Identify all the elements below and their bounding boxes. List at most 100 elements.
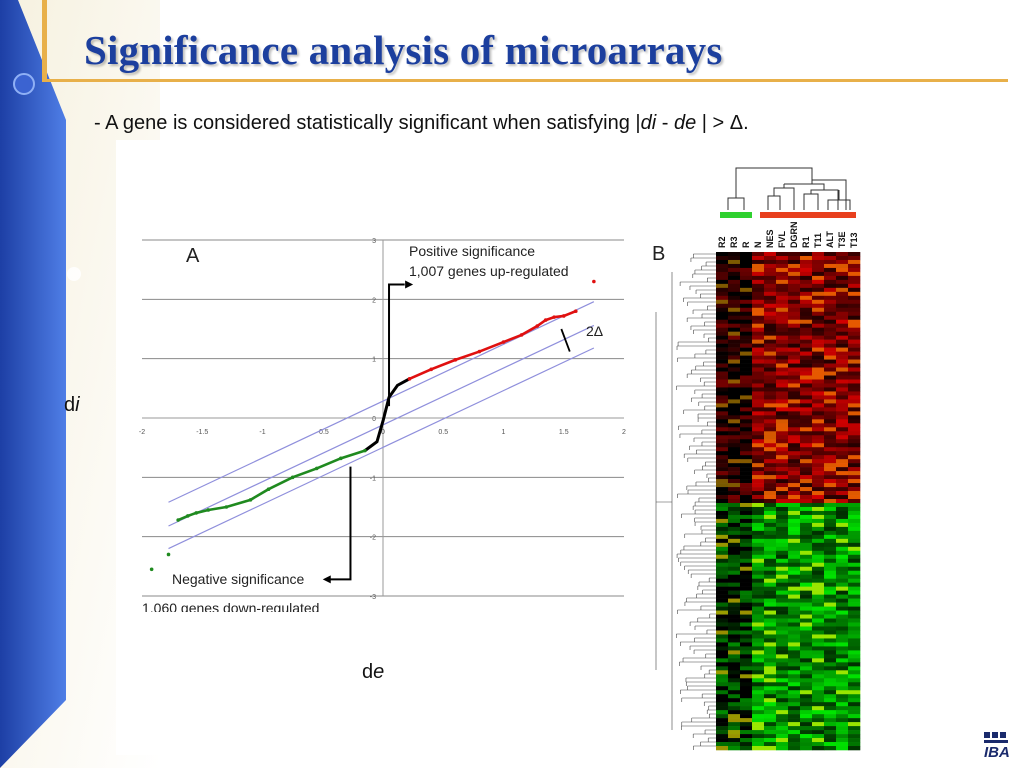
heatmap-cell (788, 634, 801, 639)
heatmap-cell (728, 682, 741, 687)
heatmap-cell (788, 291, 801, 297)
heatmap-cell (776, 658, 789, 663)
heatmap-cell (800, 279, 813, 285)
heatmap-cell (764, 534, 777, 540)
heatmap-cell (848, 387, 861, 392)
heatmap-cell (836, 738, 849, 743)
heatmap-cell (824, 682, 837, 687)
heatmap-cell (812, 658, 825, 663)
heatmap-cell (764, 674, 777, 679)
heatmap-cell (716, 674, 729, 679)
heatmap-cell (764, 351, 777, 356)
heatmap-cell (728, 742, 741, 747)
heatmap-cell (752, 307, 765, 313)
heatmap-cell (728, 495, 741, 500)
heatmap-cell (800, 331, 813, 336)
heatmap-cell (848, 682, 861, 687)
heatmap-cell (836, 295, 849, 301)
heatmap-cell (836, 291, 849, 297)
heatmap-cell (848, 630, 861, 635)
heatmap-cell (848, 271, 861, 277)
heatmap-cell (824, 590, 837, 595)
heatmap-cell (752, 610, 765, 615)
heatmap-cell (848, 407, 861, 412)
heatmap-cell (812, 439, 825, 444)
heatmap-cell (752, 654, 765, 659)
heatmap-cell (728, 319, 741, 325)
heatmap-cell (800, 383, 813, 388)
heatmap-cell (800, 359, 813, 364)
negative-point (266, 487, 271, 491)
heatmap-cell (848, 347, 861, 352)
heatmap-cell (848, 522, 861, 528)
heatmap-cell (716, 435, 729, 440)
heatmap-cell (800, 682, 813, 687)
heatmap-cell (812, 475, 825, 480)
heatmap-cell (836, 391, 849, 396)
heatmap-cell (728, 610, 741, 615)
y-tick-label: 1 (372, 357, 376, 364)
heatmap-cell (752, 495, 765, 500)
heatmap-cell (836, 323, 849, 328)
heatmap-cell (800, 598, 813, 603)
heatmap-cell (788, 499, 801, 504)
heatmap-cell (836, 570, 849, 576)
column-label: N (753, 242, 763, 249)
heatmap-cell (764, 355, 777, 360)
heatmap-cell (788, 271, 801, 277)
heatmap-cell (788, 375, 801, 380)
heatmap-cell (812, 682, 825, 687)
heatmap-cell (824, 726, 837, 731)
heatmap-cell (824, 263, 837, 269)
heatmap-cell (764, 475, 777, 480)
heatmap-cell (824, 530, 837, 536)
heatmap-cell (776, 506, 789, 512)
heatmap-cell (776, 375, 789, 380)
heatmap-cell (716, 702, 729, 707)
heatmap-cell (824, 375, 837, 380)
heatmap-cell (764, 467, 777, 472)
heatmap-cell (848, 746, 861, 751)
heatmap-cell (776, 415, 789, 420)
heatmap-cell (716, 542, 729, 548)
heatmap-cell (764, 315, 777, 321)
heatmap-cell (764, 558, 777, 564)
heatmap-cell (848, 415, 861, 420)
positive-point (501, 340, 506, 344)
heatmap-cell (728, 351, 741, 356)
heatmap-cell (752, 530, 765, 536)
heatmap-cell (740, 319, 753, 325)
heatmap-cell (752, 534, 765, 540)
heatmap-cell (812, 510, 825, 516)
heatmap-cell (848, 303, 861, 309)
heatmap-cell (824, 287, 837, 293)
heatmap-cell (788, 487, 801, 492)
heatmap-cell (848, 383, 861, 388)
heatmap-cell (848, 574, 861, 579)
heatmap-cell (764, 598, 777, 603)
heatmap-cell (848, 718, 861, 723)
heatmap-cell (716, 710, 729, 715)
heatmap-cell (776, 411, 789, 416)
heatmap-cell (812, 714, 825, 719)
y-axis-label-var: i (75, 394, 80, 416)
heatmap-cell (728, 451, 741, 456)
heatmap-cell (776, 714, 789, 719)
bullet-prefix: - A gene is considered statistically sig… (94, 112, 641, 134)
heatmap-cell (752, 726, 765, 731)
heatmap-cell (812, 674, 825, 679)
heatmap-cell (836, 634, 849, 639)
heatmap-cell (728, 343, 741, 348)
heatmap-cell (824, 686, 837, 691)
heatmap-cell (764, 694, 777, 699)
heatmap-cell (776, 271, 789, 277)
heatmap-cell (752, 483, 765, 488)
heatmap-cell (788, 403, 801, 408)
heatmap-cell (764, 566, 777, 572)
heatmap-cell (812, 562, 825, 568)
heatmap-cell (752, 626, 765, 631)
heatmap-cell (848, 315, 861, 321)
heatmap-cell (764, 538, 777, 544)
heatmap-cell (848, 375, 861, 380)
heatmap-cell (788, 686, 801, 691)
